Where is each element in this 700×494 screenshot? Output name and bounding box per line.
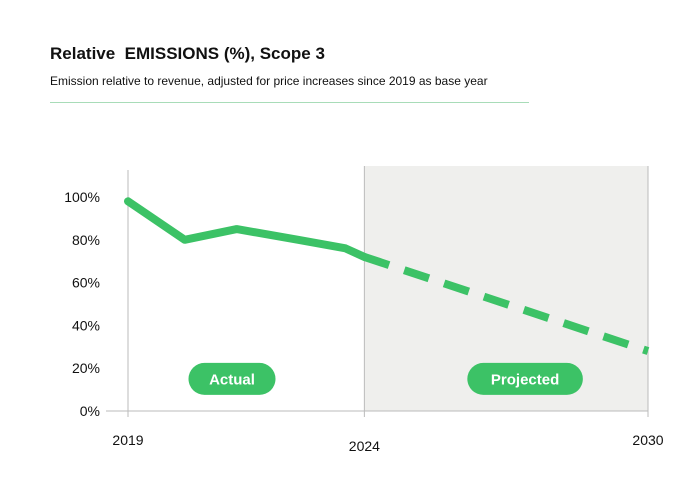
series-line-projected (363, 253, 650, 355)
annotation-label-projected: Projected (491, 371, 559, 388)
x-tick-label-2030: 2030 (632, 432, 663, 448)
y-tick-label-40: 40% (72, 317, 100, 333)
chart-header: Relative EMISSIONS (%), Scope 3 Emission… (50, 44, 530, 103)
annotation-label-actual: Actual (209, 371, 255, 388)
y-tick-label-0: 0% (80, 403, 100, 419)
y-tick-label-100: 100% (64, 189, 100, 205)
chart-subtitle: Emission relative to revenue, adjusted f… (50, 74, 488, 88)
annotation-pill-projected (467, 362, 583, 395)
x-tick-label-2024: 2024 (349, 438, 380, 454)
annotation-layer: Actual Projected (188, 362, 583, 395)
y-tick-label-20: 20% (72, 360, 100, 376)
y-tick-label-80: 80% (72, 232, 100, 248)
x-tick-label-2019: 2019 (112, 432, 143, 448)
chart-title: Relative EMISSIONS (%), Scope 3 (50, 44, 325, 63)
header-divider (50, 102, 529, 103)
annotation-pill-actual (188, 362, 276, 395)
axes-layer: 0% 20% 40% 60% 80% 100% 2019 2024 2030 (64, 166, 664, 454)
series-line-actual (124, 197, 369, 261)
y-tick-label-60: 60% (72, 275, 100, 291)
series-layer (124, 197, 650, 355)
